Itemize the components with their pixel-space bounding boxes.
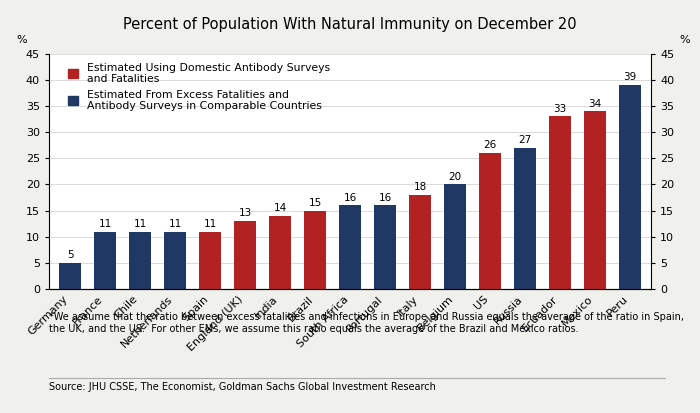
Text: 27: 27 [519,135,531,145]
Text: 15: 15 [309,198,321,208]
Text: *We assume that the ratio between excess fatalities and infections in Europe and: *We assume that the ratio between excess… [49,312,684,322]
Text: Source: JHU CSSE, The Economist, Goldman Sachs Global Investment Research: Source: JHU CSSE, The Economist, Goldman… [49,382,436,392]
Text: 20: 20 [449,172,461,182]
Text: 39: 39 [624,72,636,83]
Bar [94,232,116,289]
Bar [129,232,150,289]
Bar [304,211,326,289]
Text: 13: 13 [239,209,251,218]
Text: 34: 34 [589,99,601,109]
Text: 18: 18 [414,182,426,192]
Bar [479,153,500,289]
Bar [514,148,536,289]
Text: 26: 26 [484,140,496,150]
Bar [199,232,221,289]
Text: Percent of Population With Natural Immunity on December 20: Percent of Population With Natural Immun… [123,17,577,31]
Bar [444,185,466,289]
Text: %: % [680,35,690,45]
Bar [339,205,361,289]
Text: %: % [16,35,27,45]
Text: 14: 14 [274,203,286,213]
Text: 11: 11 [169,219,181,229]
Bar [549,116,570,289]
Bar [584,111,606,289]
Bar [409,195,430,289]
Bar [619,85,640,289]
Text: 16: 16 [379,193,391,203]
Text: 5: 5 [66,250,74,260]
Bar [234,221,256,289]
Text: 33: 33 [554,104,566,114]
Text: 11: 11 [134,219,146,229]
Bar [59,263,80,289]
Legend: Estimated Using Domestic Antibody Surveys
and Fatalities, Estimated From Excess : Estimated Using Domestic Antibody Survey… [66,62,331,112]
Bar [374,205,396,289]
Text: 16: 16 [344,193,356,203]
Bar [269,216,290,289]
Text: 11: 11 [204,219,216,229]
Bar [164,232,186,289]
Text: 11: 11 [99,219,111,229]
Text: the UK, and the US.  For other EMs, we assume this ratio equals the average of t: the UK, and the US. For other EMs, we as… [49,324,579,334]
